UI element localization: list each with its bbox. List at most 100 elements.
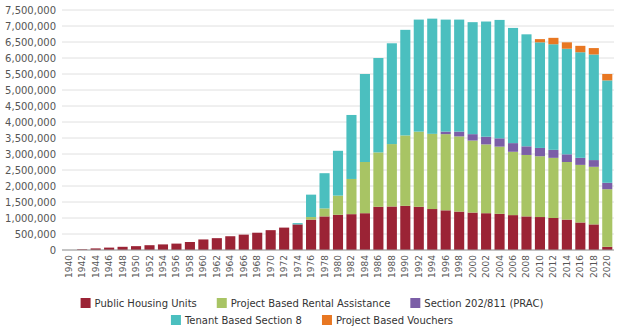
bar-segment xyxy=(306,195,316,217)
bar-segment xyxy=(104,247,114,248)
bar-segment xyxy=(454,20,464,132)
bar-segment xyxy=(495,138,505,146)
bar-segment xyxy=(279,228,289,250)
x-tick-label: 2008 xyxy=(521,255,531,278)
y-tick-label: 7,500,000 xyxy=(5,5,56,16)
bar-segment xyxy=(266,230,276,231)
bar-segment xyxy=(441,20,451,132)
x-tick-label: 1946 xyxy=(104,255,114,278)
bar-segment xyxy=(131,246,141,247)
legend-label: Public Housing Units xyxy=(95,298,197,309)
x-axis-line xyxy=(62,250,614,251)
bar-segment xyxy=(373,207,383,250)
bar-segment xyxy=(360,74,370,162)
x-tick-label: 1968 xyxy=(252,255,262,278)
x-tick-label: 1988 xyxy=(387,255,397,278)
legend: Public Housing Units Project Based Rental… xyxy=(81,298,544,326)
y-tick-label: 500,000 xyxy=(15,229,56,240)
bar-segment xyxy=(602,80,612,182)
x-tick-label: 2006 xyxy=(508,255,518,278)
bar-segment xyxy=(589,48,599,54)
bar-segment xyxy=(118,246,128,247)
y-tick-label: 1,500,000 xyxy=(5,197,56,208)
bar-segment xyxy=(521,155,531,216)
bar-segment xyxy=(589,224,599,250)
bar-segment xyxy=(319,216,329,250)
x-tick-label: 1970 xyxy=(266,255,276,278)
x-tick-label: 2002 xyxy=(481,255,491,278)
bar-segment xyxy=(495,214,505,250)
bar-segment xyxy=(387,144,397,206)
legend-label: Project Based Vouchers xyxy=(336,315,453,326)
bar-segment xyxy=(293,224,303,250)
bar-segment xyxy=(495,20,505,138)
bar-segment xyxy=(508,152,518,215)
bar-segment xyxy=(481,137,491,145)
bar-segment xyxy=(266,230,276,250)
bar-segment xyxy=(360,213,370,250)
x-tick-label: 1992 xyxy=(414,255,424,278)
bar-segment xyxy=(293,224,303,225)
bar-segment xyxy=(171,243,181,244)
x-tick-label: 1962 xyxy=(212,255,222,278)
x-axis: 1940194219441946194819501952195419561958… xyxy=(64,255,613,278)
bar-segment xyxy=(104,247,114,248)
bar-segment xyxy=(360,74,370,75)
bar-segment xyxy=(346,115,356,179)
bar-segment xyxy=(279,227,289,228)
bar-segment xyxy=(239,234,249,235)
bar-segment xyxy=(468,22,478,134)
bar-segment xyxy=(562,49,572,155)
x-tick-label: 1950 xyxy=(131,255,141,278)
legend-swatch xyxy=(217,298,227,308)
bar-segment xyxy=(521,146,531,155)
bar-segment xyxy=(252,232,262,233)
bar-segment xyxy=(427,209,437,250)
bar-segment xyxy=(360,162,370,213)
bar-segment xyxy=(319,208,329,216)
bar-segment xyxy=(454,212,464,250)
bar-segment xyxy=(414,19,424,20)
bar-segment xyxy=(225,236,235,237)
x-tick-label: 1990 xyxy=(400,255,410,278)
bar-segment xyxy=(441,210,451,250)
legend-item: Tenant Based Section 8 xyxy=(171,315,302,326)
x-tick-label: 1960 xyxy=(198,255,208,278)
bar-segment xyxy=(481,22,491,137)
bar-segment xyxy=(508,28,518,143)
bar-segment xyxy=(346,114,356,115)
bar-segment xyxy=(548,38,558,44)
bar-segment xyxy=(346,214,356,250)
legend-item: Section 202/811 (PRAC) xyxy=(410,298,543,309)
bar-segment xyxy=(158,244,168,245)
x-tick-label: 1994 xyxy=(427,255,437,278)
bar-segment xyxy=(131,246,141,250)
bar-segment xyxy=(131,246,141,247)
bar-segment xyxy=(427,18,437,19)
x-tick-label: 1944 xyxy=(91,255,101,278)
bar-segment xyxy=(198,239,208,240)
bar-segment xyxy=(602,183,612,189)
bar-segment xyxy=(535,156,545,217)
x-tick-label: 1966 xyxy=(239,255,249,278)
x-tick-label: 2004 xyxy=(495,255,505,278)
bar-segment xyxy=(562,154,572,162)
legend-item: Project Based Rental Assistance xyxy=(217,298,391,309)
y-tick-label: 7,000,000 xyxy=(5,21,56,32)
legend-label: Project Based Rental Assistance xyxy=(231,298,391,309)
bar-segment xyxy=(293,224,303,225)
bar-segment xyxy=(91,248,101,249)
bar-segment xyxy=(118,246,128,247)
bar-segment xyxy=(252,232,262,233)
bar-segment xyxy=(279,227,289,228)
bar-segment xyxy=(91,248,101,249)
bar-segment xyxy=(104,247,114,248)
grid xyxy=(62,10,614,250)
bar-segment xyxy=(454,136,464,211)
bar-segment xyxy=(212,238,222,239)
bar-segment xyxy=(589,167,599,225)
bar-segment xyxy=(454,132,464,137)
bar-segment xyxy=(91,248,101,249)
bar-segment xyxy=(575,222,585,250)
bar-segment xyxy=(521,34,531,35)
